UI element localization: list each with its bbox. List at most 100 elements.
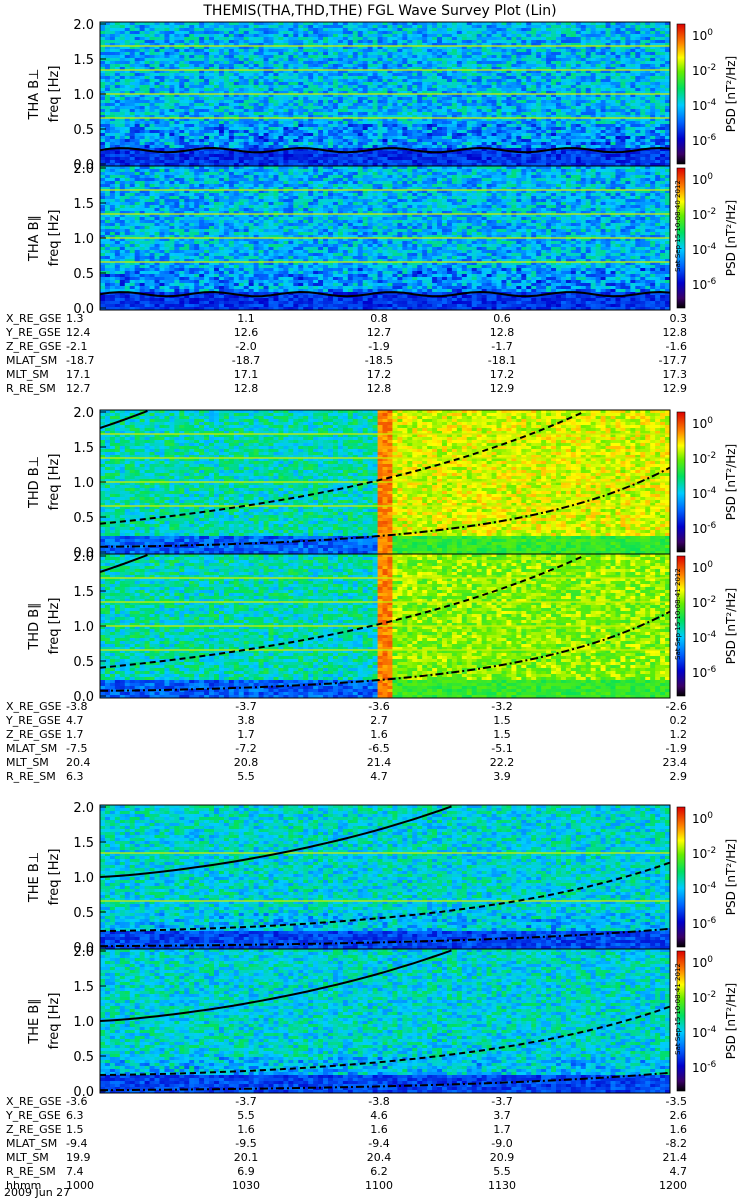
heat-cell bbox=[461, 55, 468, 59]
heat-cell bbox=[119, 85, 126, 89]
heat-cell bbox=[660, 40, 666, 44]
heat-cell bbox=[258, 37, 264, 41]
heat-cell bbox=[511, 94, 517, 98]
heat-cell bbox=[392, 130, 398, 134]
heat-cell bbox=[263, 34, 269, 38]
heat-cell bbox=[481, 145, 488, 149]
heat-cell bbox=[263, 64, 269, 68]
heat-cell bbox=[323, 76, 329, 80]
heat-cell bbox=[521, 88, 527, 92]
heat-cell bbox=[100, 25, 106, 29]
heat-cell bbox=[491, 100, 497, 104]
heat-cell bbox=[248, 124, 255, 128]
heat-cell bbox=[432, 31, 438, 35]
heat-cell bbox=[238, 34, 245, 38]
heat-cell bbox=[531, 148, 537, 152]
heat-cell bbox=[407, 76, 413, 80]
heat-cell bbox=[204, 58, 210, 62]
heat-cell bbox=[541, 136, 547, 140]
heat-cell bbox=[461, 136, 468, 140]
heat-cell bbox=[283, 52, 289, 56]
heat-cell bbox=[565, 97, 572, 101]
heat-cell bbox=[536, 40, 542, 44]
heat-cell bbox=[655, 28, 661, 32]
heat-cell bbox=[402, 37, 408, 41]
heat-cell bbox=[580, 55, 587, 59]
heat-cell bbox=[228, 109, 235, 113]
heat-cell bbox=[635, 130, 641, 134]
heat-cell bbox=[620, 55, 626, 59]
heat-cell bbox=[194, 127, 200, 131]
heat-cell bbox=[600, 88, 606, 92]
heat-cell bbox=[541, 43, 547, 47]
heat-cell bbox=[570, 139, 577, 143]
heat-cell bbox=[248, 31, 255, 35]
heat-cell bbox=[218, 22, 225, 26]
heat-cell bbox=[228, 40, 235, 44]
heat-cell bbox=[531, 136, 537, 140]
heat-cell bbox=[258, 73, 264, 77]
heat-cell bbox=[451, 136, 458, 140]
heat-cell bbox=[313, 124, 319, 128]
heat-cell bbox=[516, 133, 522, 137]
heat-cell bbox=[194, 25, 200, 29]
heat-cell bbox=[511, 37, 517, 41]
heat-cell bbox=[412, 76, 418, 80]
heat-cell bbox=[337, 94, 344, 98]
heat-cell bbox=[437, 139, 443, 143]
heat-cell bbox=[565, 79, 572, 83]
heat-cell bbox=[347, 52, 354, 56]
heat-cell bbox=[273, 55, 279, 59]
heat-cell bbox=[258, 142, 264, 146]
heat-cell bbox=[104, 91, 111, 95]
heat-cell bbox=[442, 127, 448, 131]
heat-cell bbox=[179, 31, 185, 35]
heat-cell bbox=[100, 76, 106, 80]
heat-cell bbox=[372, 145, 378, 149]
heat-cell bbox=[223, 34, 230, 38]
heat-cell bbox=[575, 82, 582, 86]
heat-cell bbox=[258, 31, 264, 35]
heat-cell bbox=[456, 67, 463, 71]
heat-cell bbox=[218, 88, 225, 92]
heat-cell bbox=[645, 76, 651, 80]
heat-cell bbox=[204, 25, 210, 29]
heat-cell bbox=[303, 91, 309, 95]
heat-cell bbox=[496, 121, 502, 125]
heat-cell bbox=[437, 28, 443, 32]
heat-cell bbox=[119, 67, 126, 71]
heat-cell bbox=[451, 121, 458, 125]
heat-cell bbox=[446, 28, 453, 32]
heat-cell bbox=[243, 46, 250, 50]
heat-cell bbox=[109, 52, 116, 56]
heat-cell bbox=[511, 34, 517, 38]
heat-cell bbox=[387, 136, 393, 140]
heat-cell bbox=[417, 58, 423, 62]
heat-cell bbox=[560, 97, 567, 101]
heat-cell bbox=[600, 46, 606, 50]
heat-cell bbox=[511, 85, 517, 89]
heat-cell bbox=[357, 25, 364, 29]
heat-cell bbox=[382, 55, 388, 59]
heat-cell bbox=[154, 106, 160, 110]
heat-cell bbox=[218, 70, 225, 74]
heat-cell bbox=[144, 55, 150, 59]
heat-cell bbox=[437, 58, 443, 62]
heat-cell bbox=[615, 46, 621, 50]
heat-cell bbox=[258, 148, 264, 152]
heat-cell bbox=[144, 97, 150, 101]
heat-cell bbox=[372, 127, 378, 131]
heat-cell bbox=[278, 145, 284, 149]
heat-cell bbox=[362, 97, 369, 101]
heat-cell bbox=[223, 22, 230, 26]
heat-cell bbox=[610, 64, 616, 68]
heat-cell bbox=[456, 31, 463, 35]
heat-cell bbox=[328, 121, 334, 125]
heat-cell bbox=[357, 130, 364, 134]
heat-cell bbox=[432, 127, 438, 131]
heat-cell bbox=[273, 22, 279, 26]
heat-cell bbox=[342, 118, 349, 122]
heat-cell bbox=[471, 64, 478, 68]
heat-cell bbox=[417, 76, 423, 80]
heat-cell bbox=[665, 82, 671, 86]
